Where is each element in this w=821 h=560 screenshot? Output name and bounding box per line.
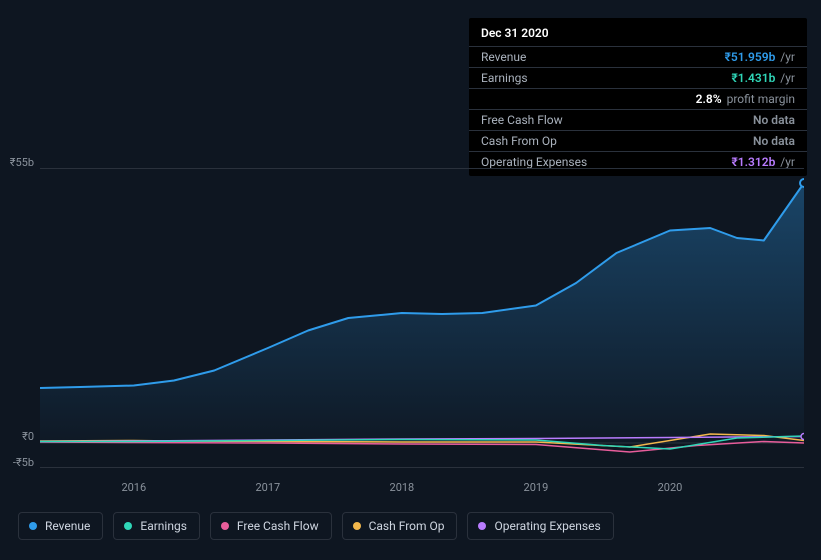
tooltip-panel: Dec 31 2020 Revenue ₹51.959b /yr Earnings ₹… xyxy=(469,18,807,176)
y-tick-label: ₹0 xyxy=(0,430,34,443)
legend-dot xyxy=(29,522,37,530)
legend-item-revenue[interactable]: Revenue xyxy=(18,512,103,540)
x-tick-label: 2016 xyxy=(114,481,154,494)
revenue-end-marker xyxy=(800,179,804,187)
legend-label: Cash From Op xyxy=(369,519,445,533)
legend-dot xyxy=(478,522,486,530)
legend-label: Earnings xyxy=(140,519,187,533)
opex-end-marker xyxy=(801,434,804,440)
x-tick-label: 2020 xyxy=(650,481,690,494)
tooltip-row-label: Revenue xyxy=(481,50,526,64)
legend-bar: Revenue Earnings Free Cash Flow Cash From O… xyxy=(18,512,614,540)
legend-item-operating-expenses[interactable]: Operating Expenses xyxy=(467,512,613,540)
legend-dot xyxy=(124,522,132,530)
tooltip-row: Free Cash Flow No data xyxy=(469,109,807,130)
legend-dot xyxy=(221,522,229,530)
tooltip-row-value: No data xyxy=(753,113,795,127)
tooltip-row-value: 2.8% profit margin xyxy=(696,92,795,106)
legend-item-earnings[interactable]: Earnings xyxy=(113,512,200,540)
tooltip-row-label: Operating Expenses xyxy=(481,155,587,169)
legend-item-free-cash-flow[interactable]: Free Cash Flow xyxy=(210,512,332,540)
x-tick-label: 2018 xyxy=(382,481,422,494)
tooltip-row: Revenue ₹51.959b /yr xyxy=(469,46,807,67)
tooltip-date: Dec 31 2020 xyxy=(469,26,807,46)
tooltip-row-value: ₹1.312b /yr xyxy=(731,155,795,169)
tooltip-row-value: ₹1.431b /yr xyxy=(731,71,795,85)
y-tick-label: ₹55b xyxy=(0,156,34,169)
tooltip-row-label: Earnings xyxy=(481,71,528,85)
tooltip-row-value: ₹51.959b /yr xyxy=(725,50,795,64)
tooltip-row-label: Free Cash Flow xyxy=(481,113,563,127)
tooltip-row: 2.8% profit margin xyxy=(469,88,807,109)
tooltip-row-label: Cash From Op xyxy=(481,134,557,148)
x-tick-label: 2019 xyxy=(516,481,556,494)
legend-label: Operating Expenses xyxy=(494,519,600,533)
tooltip-row: Earnings ₹1.431b /yr xyxy=(469,67,807,88)
legend-label: Revenue xyxy=(45,519,90,533)
legend-label: Free Cash Flow xyxy=(237,519,319,533)
financial-chart[interactable] xyxy=(40,168,804,478)
y-tick-label: -₹5b xyxy=(0,456,34,469)
tooltip-row-value: No data xyxy=(753,134,795,148)
x-tick-label: 2017 xyxy=(248,481,288,494)
legend-dot xyxy=(353,522,361,530)
tooltip-row: Cash From Op No data xyxy=(469,130,807,151)
legend-item-cash-from-op[interactable]: Cash From Op xyxy=(342,512,458,540)
